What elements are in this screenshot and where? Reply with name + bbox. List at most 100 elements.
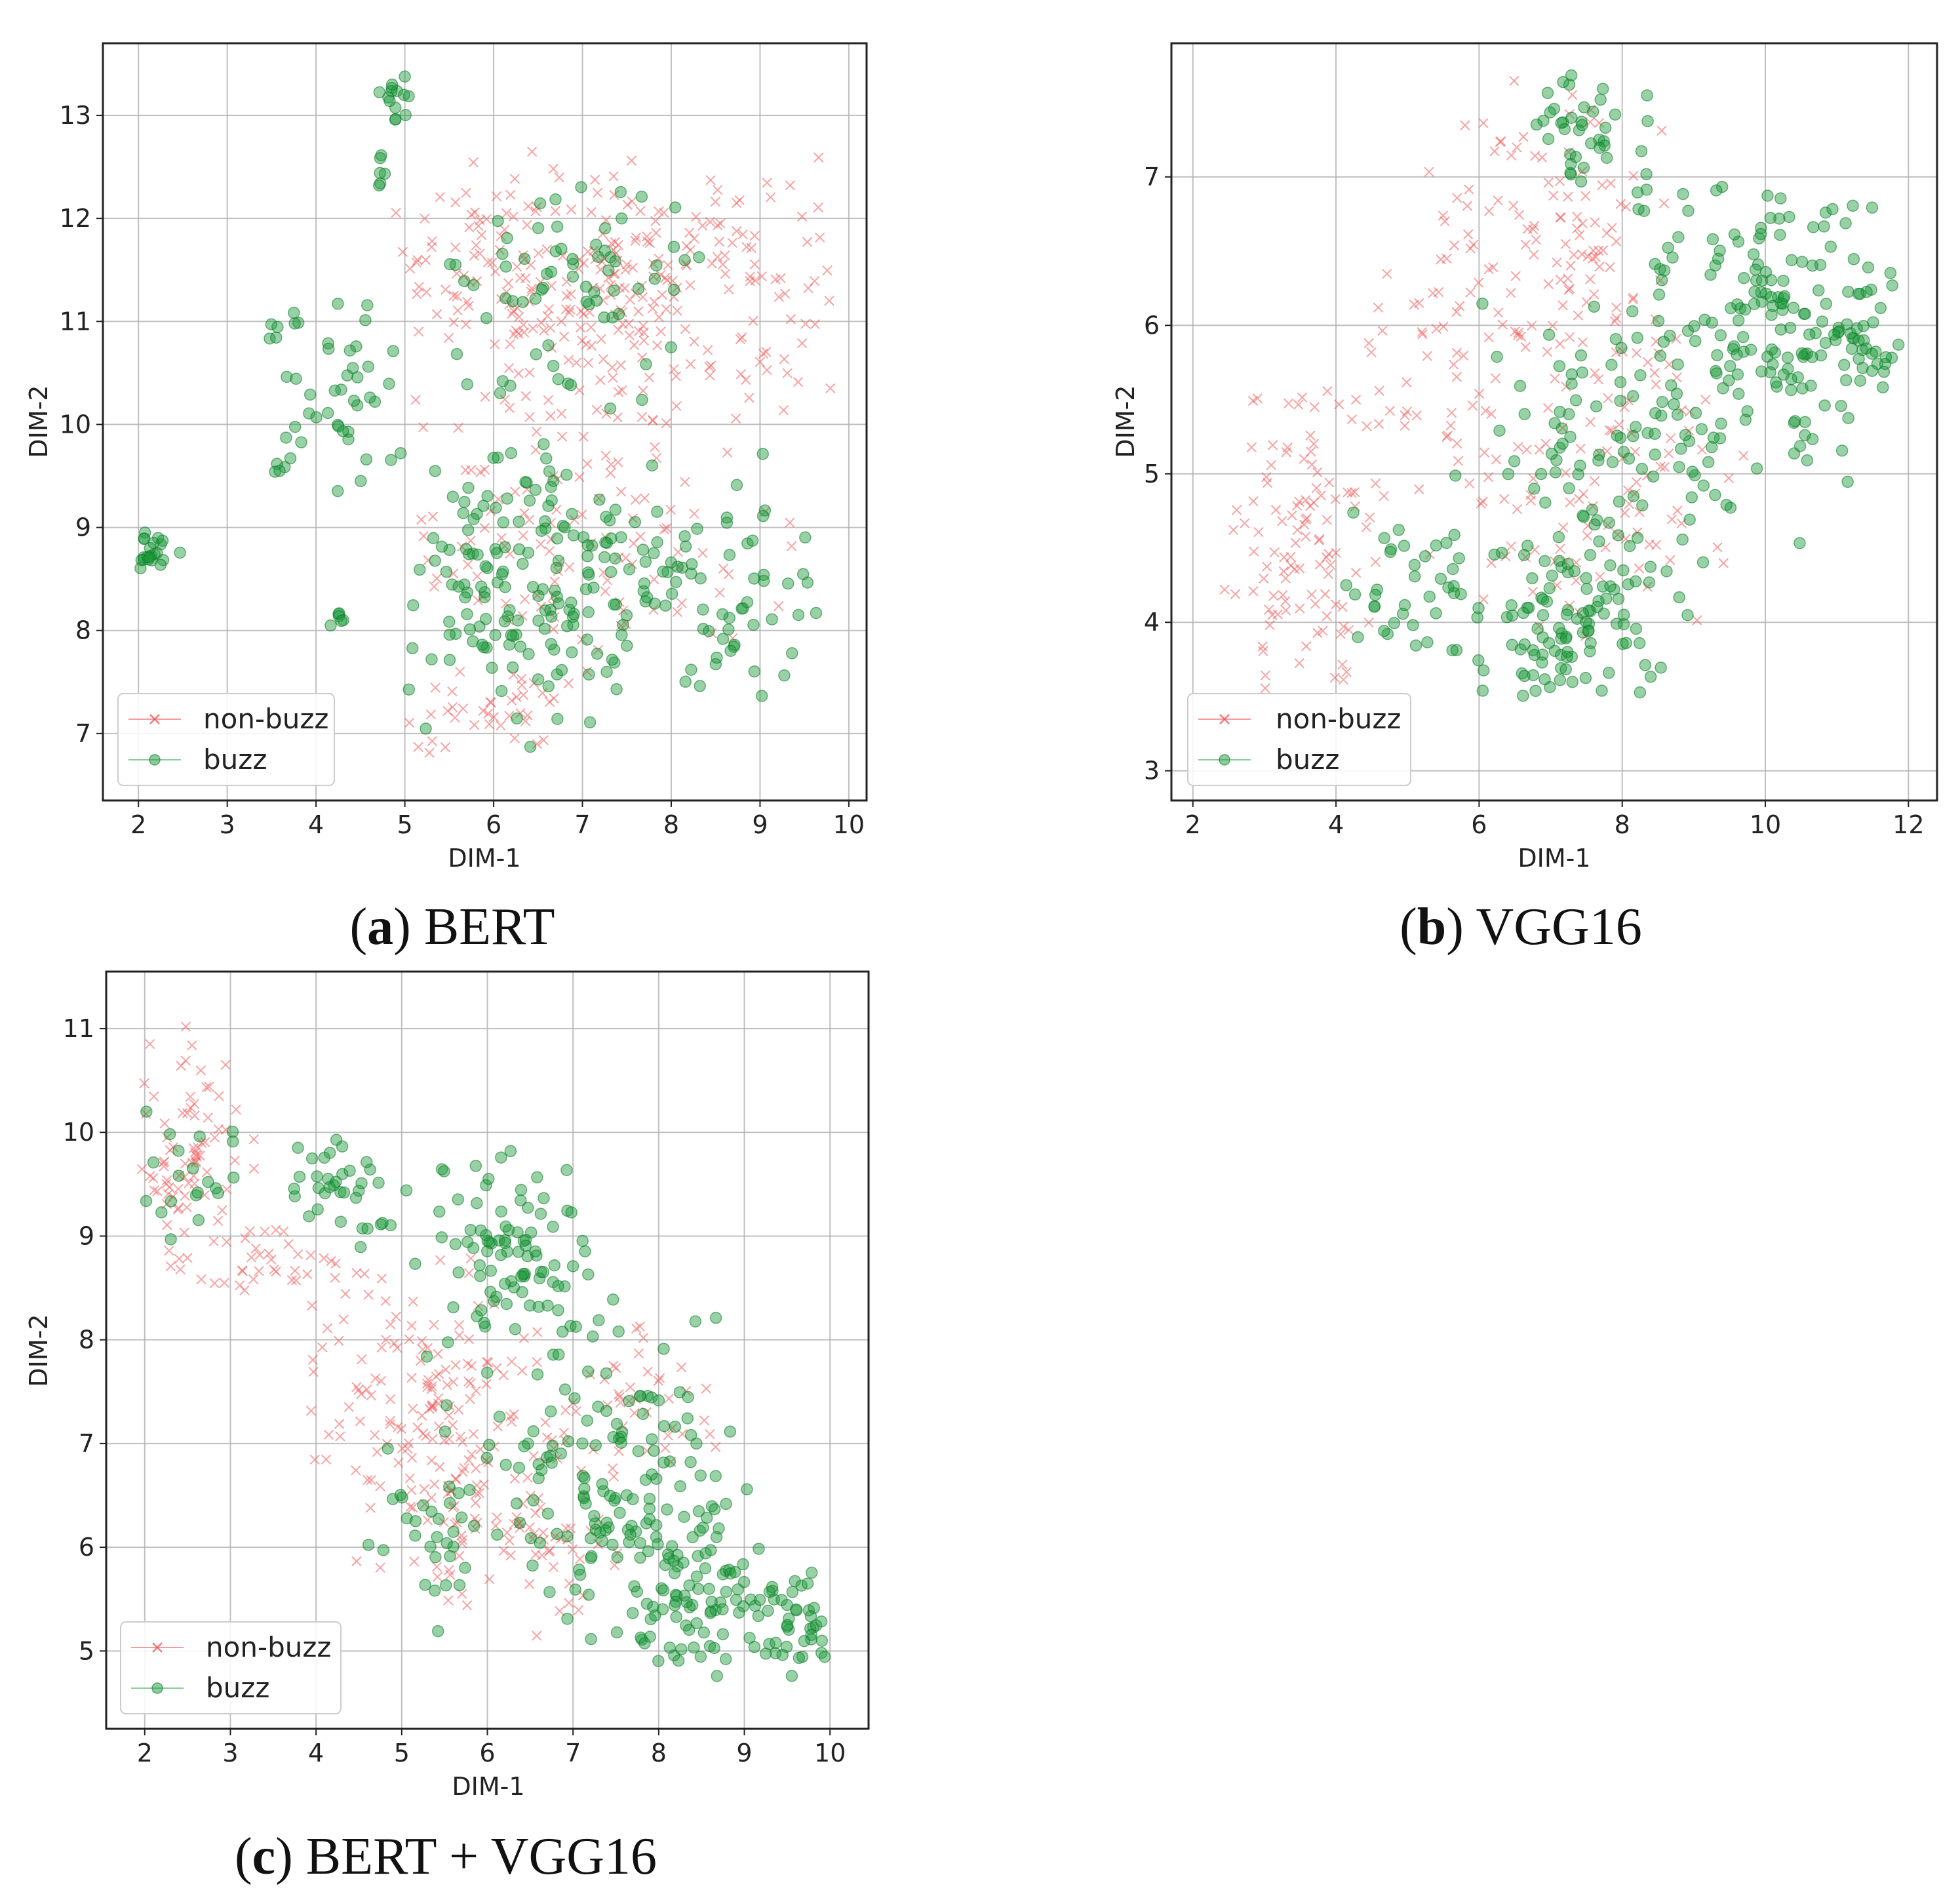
panel-b-point-non-buzz [1609,316,1620,326]
panel-a-point-buzz [796,568,810,581]
panel-b-point-non-buzz [1540,439,1551,449]
panel-b-point-buzz [1576,366,1589,379]
panel-a-point-non-buzz [505,189,516,200]
panel-a-point-non-buzz [586,340,597,351]
panel-a-point-buzz [548,643,560,656]
panel-c-point-buzz [709,1470,722,1482]
panel-a-point-non-buzz [756,271,767,282]
panel-b-point-buzz [1784,321,1797,334]
panel-c-point-buzz [737,1600,750,1613]
panel-b-point-non-buzz [1575,443,1586,454]
panel-a-point-non-buzz [810,319,821,330]
panel-a-point-buzz [810,606,823,620]
panel-c-point-non-buzz [571,1406,581,1417]
panel-a-point-non-buzz [520,273,531,284]
panel-c-point-non-buzz [376,1342,387,1353]
panel-a-point-buzz [414,563,426,576]
panel-b-point-buzz [1517,606,1530,620]
panel-b-point-buzz [1733,387,1745,401]
panel-a-point-buzz [552,373,564,385]
panel-c-point-buzz [480,1245,494,1257]
panel-a-point-non-buzz [715,587,725,598]
panel-c-point-non-buzz [509,1409,519,1420]
panel-b-point-buzz [1398,599,1411,612]
panel-c-point-non-buzz [307,1354,319,1365]
panel-b-point-non-buzz [1440,216,1450,227]
panel-a-point-buzz [651,536,663,549]
panel-c-point-buzz [589,1517,602,1530]
panel-a-point-non-buzz [448,568,459,579]
panel-b-point-buzz [1631,332,1644,344]
panel-b-point-non-buzz [1624,499,1634,509]
panel-c-point-buzz [504,1145,517,1158]
panel-c-point-non-buzz [213,1124,224,1135]
panel-b-point-buzz [1539,673,1551,686]
panel-c-point-non-buzz [351,1381,362,1392]
panel-b-point-non-buzz [1622,485,1634,496]
panel-b-point-non-buzz [1330,599,1341,610]
panel-c-point-non-buzz [355,1416,366,1427]
panel-c-point-non-buzz [608,1471,619,1482]
panel-a-point-buzz [551,220,564,233]
panel-a-point-buzz [471,548,484,561]
panel-c-point-buzz [684,1429,697,1442]
panel-c-point-non-buzz [426,1400,437,1411]
panel-c-point-buzz [529,1245,541,1258]
panel-b-point-buzz [1862,261,1875,274]
panel-c-point-non-buzz [144,1038,155,1050]
panel-a-point-buzz [716,608,729,621]
panel-b-point-buzz [1575,175,1588,188]
panel-a-ytick-label: 7 [75,719,91,748]
panel-b-point-non-buzz [1651,540,1662,550]
panel-a-point-buzz [621,639,633,652]
panel-a-point-non-buzz [413,326,424,337]
panel-a-point-buzz [600,511,612,523]
panel-c-point-buzz [330,1134,343,1146]
panel-b-point-buzz [1769,376,1782,389]
panel-a-point-buzz [513,515,525,528]
panel-b-point-buzz [1555,632,1567,645]
panel-b-point-buzz [1528,648,1541,661]
panel-b-point-buzz [1430,539,1443,552]
panel-a-point-non-buzz [613,325,623,335]
panel-b-point-buzz [1852,334,1865,347]
panel-a-point-buzz [679,675,692,688]
panel-c-point-buzz [226,1126,239,1138]
panel-b-point-non-buzz [1564,332,1575,342]
panel-b-points [1219,69,1905,702]
panel-a-point-buzz [748,665,761,678]
panel-b-point-non-buzz [1593,245,1604,256]
panel-c-point-non-buzz [180,1056,191,1066]
panel-c-point-buzz [579,1245,591,1258]
panel-b-point-non-buzz [1529,249,1539,260]
panel-b-point-buzz [1592,454,1605,467]
panel-c-point-buzz [708,1503,721,1516]
panel-c-point-buzz [455,1511,468,1524]
panel-c-point-buzz [574,1568,587,1581]
panel-b-point-non-buzz [1595,571,1605,582]
panel-c-point-non-buzz [518,1498,528,1509]
panel-c-point-non-buzz [406,1372,417,1383]
panel-a-point-buzz [581,550,594,562]
panel-b-point-non-buzz [1521,444,1532,455]
panel-b-point-non-buzz [1631,477,1642,488]
panel-c-point-buzz [447,1526,460,1538]
panel-c-point-non-buzz [343,1402,355,1412]
panel-b-point-non-buzz [1712,542,1723,553]
panel-b-point-buzz [1847,199,1859,212]
panel-c-point-buzz [474,1270,486,1282]
panel-c-point-buzz [581,1414,594,1427]
panel-c-point-buzz [670,1611,682,1623]
panel-a-point-non-buzz [479,464,490,475]
panel-b-point-buzz [1434,572,1447,585]
panel-c-point-buzz [652,1538,664,1550]
panel-b-point-buzz [1596,83,1609,95]
panel-c-point-non-buzz [201,1082,212,1093]
panel-a-point-non-buzz [517,610,528,621]
panel-b-point-buzz [1639,659,1652,671]
panel-c-point-non-buzz [175,1264,186,1275]
panel-b-point-buzz [1388,617,1401,629]
panel-b-point-buzz [1649,448,1661,461]
panel-b-point-non-buzz [1422,351,1433,361]
